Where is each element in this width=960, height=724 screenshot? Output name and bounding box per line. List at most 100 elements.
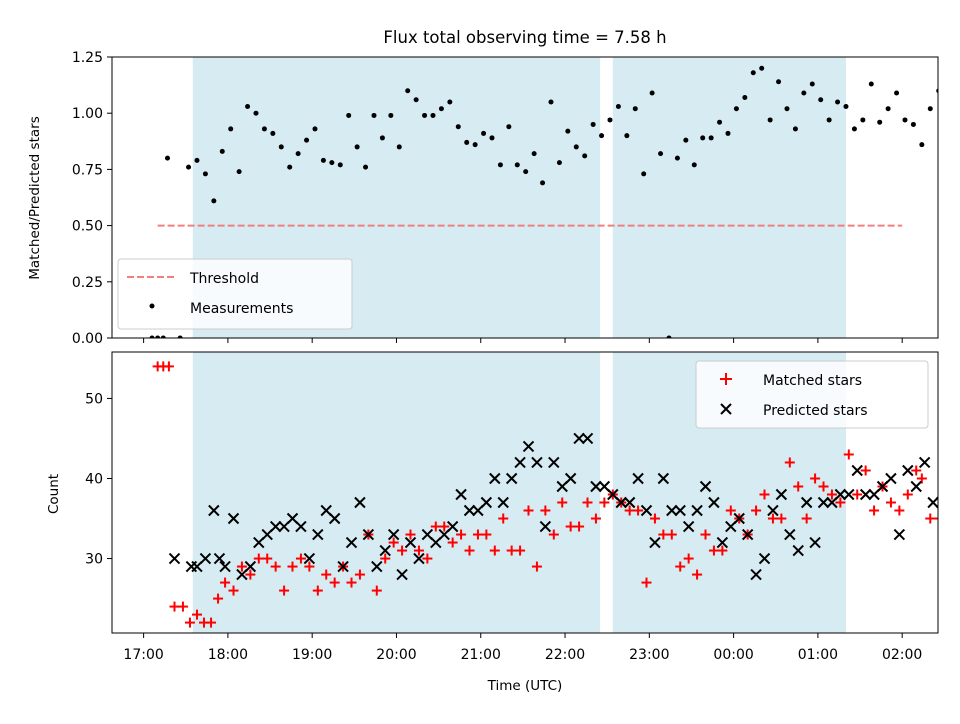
matched-stars-point xyxy=(776,513,787,524)
measurement-point xyxy=(725,130,731,136)
matched-stars-point xyxy=(191,609,202,620)
measurement-point xyxy=(396,144,402,150)
matched-stars-point xyxy=(590,513,601,524)
matched-stars-point xyxy=(279,585,290,596)
matched-stars-point xyxy=(523,505,534,516)
measurement-point xyxy=(177,335,183,338)
matched-stars-point xyxy=(869,505,880,516)
matched-stars-point xyxy=(380,553,391,564)
measurement-point xyxy=(776,79,782,85)
matched-stars-point xyxy=(447,537,458,548)
matched-stars-point xyxy=(894,505,905,516)
top-y-axis-label: Matched/Predicted stars xyxy=(27,116,43,279)
predicted-stars-point xyxy=(800,496,813,509)
matched-stars-point xyxy=(177,601,188,612)
measurement-point xyxy=(447,99,453,105)
matched-stars-point xyxy=(371,585,382,596)
matched-stars-point xyxy=(472,529,483,540)
measurement-point xyxy=(379,135,385,141)
measurement-point xyxy=(573,144,579,150)
matched-stars-point xyxy=(430,521,441,532)
matched-stars-point xyxy=(759,489,770,500)
matched-stars-point xyxy=(354,569,365,580)
measurement-point xyxy=(438,106,444,112)
predicted-stars-point xyxy=(337,560,349,573)
matched-stars-point xyxy=(397,545,408,556)
predicted-stars-point xyxy=(489,472,501,485)
measurement-point xyxy=(784,106,790,112)
predicted-stars-point xyxy=(208,504,220,517)
measurement-point xyxy=(641,171,647,177)
matched-stars-point xyxy=(574,521,585,532)
measurement-point xyxy=(902,117,908,123)
measurement-point xyxy=(717,119,723,125)
predicted-stars-point xyxy=(497,496,509,509)
matched-legend-swatch xyxy=(720,373,732,385)
matched-stars-point xyxy=(422,553,433,564)
predicted-stars-point xyxy=(902,464,914,477)
matched-stars-point xyxy=(810,473,821,484)
matched-stars-point xyxy=(725,505,736,516)
measurement-point xyxy=(236,169,242,175)
predicted-stars-point xyxy=(674,504,686,517)
predicted-stars-point xyxy=(666,504,678,517)
predicted-stars-point xyxy=(219,560,231,573)
predicted-stars-point xyxy=(741,528,754,541)
predicted-stars-point xyxy=(564,472,577,485)
predicted-stars-point xyxy=(312,528,324,541)
predicted-stars-point xyxy=(514,456,526,469)
matched-stars-point xyxy=(708,545,719,556)
measurement-point xyxy=(599,133,605,139)
matched-stars-point xyxy=(456,529,467,540)
matched-stars-point xyxy=(540,505,551,516)
top-y-tick-label: 1.25 xyxy=(72,50,103,66)
matched-stars-point xyxy=(666,529,677,540)
measurement-point xyxy=(464,139,470,145)
predicted-legend-label: Predicted stars xyxy=(763,403,868,419)
matched-stars-point xyxy=(270,561,281,572)
predicted-stars-point xyxy=(885,472,897,485)
predicted-stars-point xyxy=(590,480,602,493)
measurement-point xyxy=(304,137,310,143)
measurement-point xyxy=(194,157,200,163)
measurement-point xyxy=(666,335,672,338)
predicted-stars-point xyxy=(303,552,316,565)
matched-stars-point xyxy=(213,593,224,604)
predicted-stars-point xyxy=(615,496,627,509)
matched-stars-point xyxy=(464,545,475,556)
predicted-stars-point xyxy=(463,504,476,517)
matched-stars-point xyxy=(826,489,837,500)
predicted-stars-point xyxy=(573,432,585,445)
predicted-stars-point xyxy=(446,520,459,533)
measurement-point xyxy=(261,126,267,132)
top-y-tick-label: 0.00 xyxy=(72,331,103,347)
matched-stars-point xyxy=(295,553,306,564)
threshold-legend-label: Threshold xyxy=(189,271,259,287)
predicted-stars-point xyxy=(893,528,906,541)
predicted-stars-point xyxy=(927,496,938,509)
matched-stars-point xyxy=(911,465,922,476)
measurement-point xyxy=(164,155,170,161)
predicted-stars-point xyxy=(539,520,552,533)
matched-stars-point xyxy=(312,585,323,596)
predicted-stars-point xyxy=(834,488,847,501)
measurement-point xyxy=(354,144,360,150)
predicted-stars-point xyxy=(213,552,226,565)
bottom-y-tick-label: 50 xyxy=(85,391,103,407)
measurement-point xyxy=(851,126,857,132)
measurement-point xyxy=(691,162,697,168)
matched-stars-point xyxy=(163,361,174,372)
measurement-point xyxy=(514,162,520,168)
predicted-stars-point xyxy=(784,528,796,541)
matched-stars-point xyxy=(262,553,273,564)
x-tick-label: 00:00 xyxy=(713,647,753,663)
measurements-legend-label: Measurements xyxy=(190,301,293,317)
matched-stars-point xyxy=(329,577,340,588)
measurement-point xyxy=(497,162,503,168)
predicted-stars-point xyxy=(548,456,560,469)
measurement-point xyxy=(430,112,436,118)
measurement-point xyxy=(312,126,318,132)
matched-stars-point xyxy=(515,545,526,556)
measurement-point xyxy=(658,151,664,157)
bottom-panel: 30 40 50 17:00 18:00 19:00 20:00 21:00 22:00 23:0… xyxy=(85,351,939,663)
